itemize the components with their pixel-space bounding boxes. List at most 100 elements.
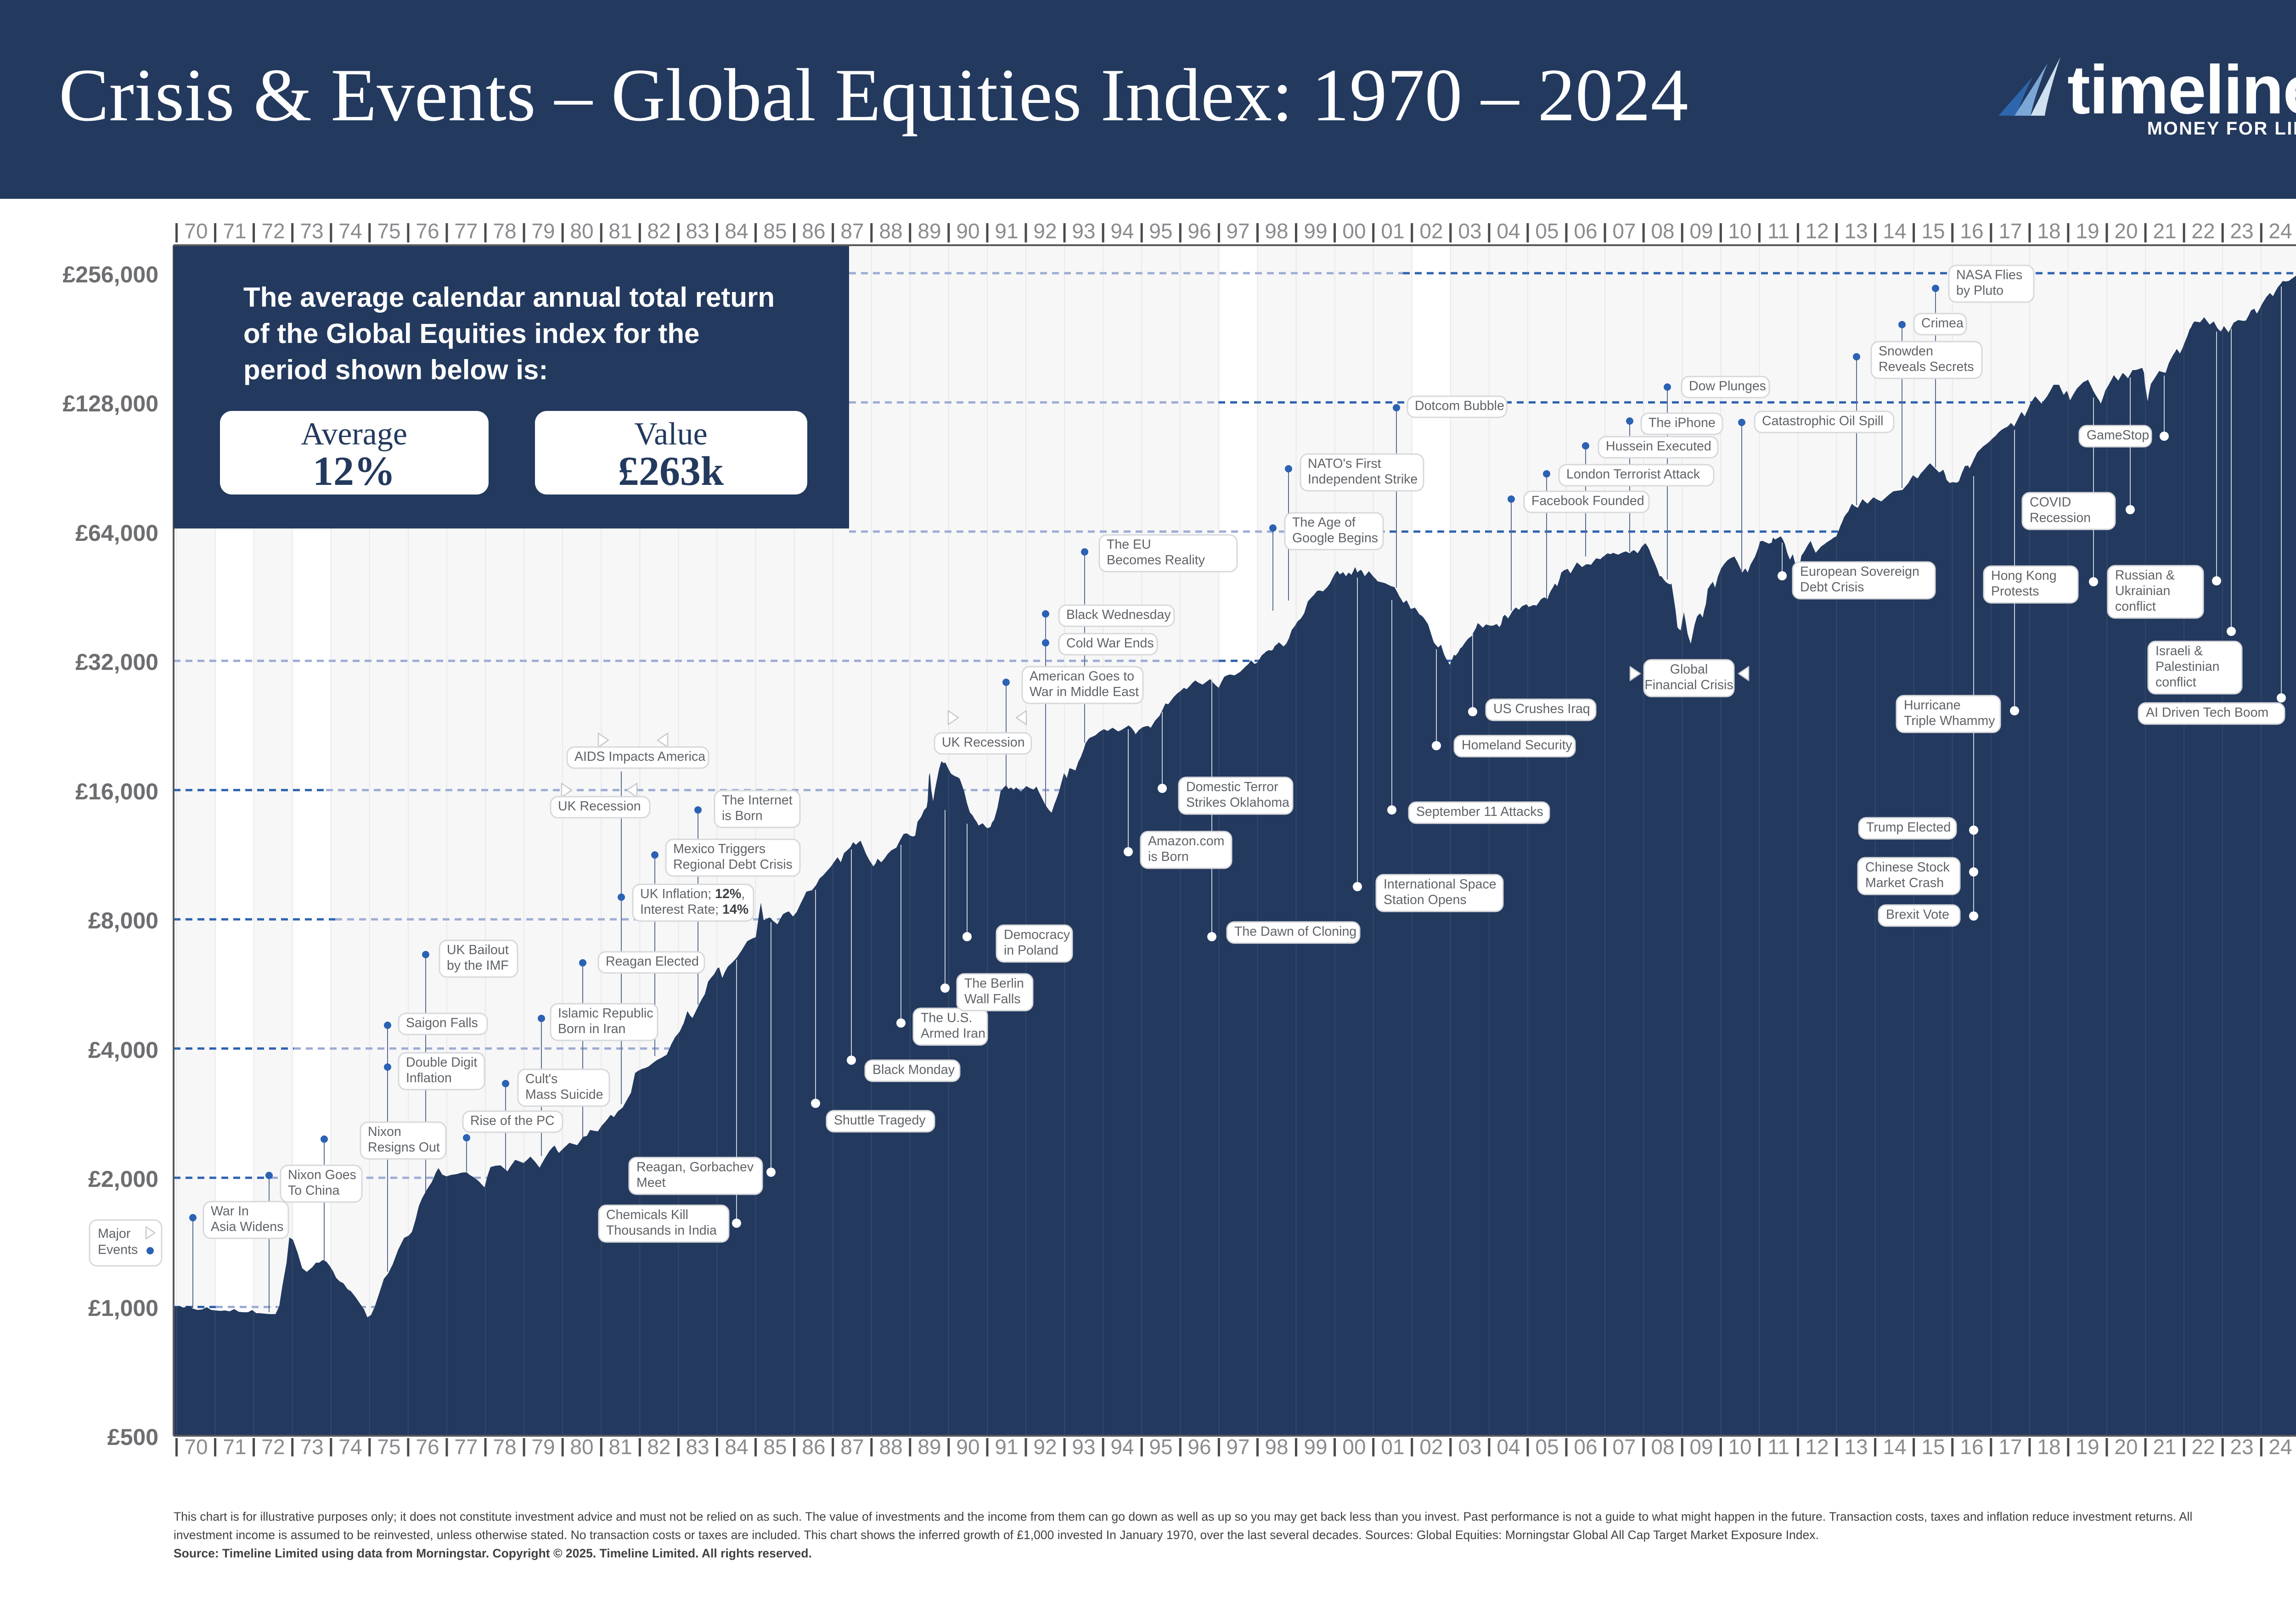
svg-text:£256,000: £256,000	[62, 262, 158, 287]
svg-text:70: 70	[184, 1435, 208, 1459]
svg-text:Amazon.com: Amazon.com	[1148, 834, 1224, 849]
svg-text:Market Crash: Market Crash	[1865, 876, 1944, 890]
svg-text:02: 02	[1419, 219, 1443, 243]
svg-text:UK Bailout: UK Bailout	[447, 943, 509, 957]
svg-text:Debt Crisis: Debt Crisis	[1800, 580, 1864, 595]
svg-text:£263k: £263k	[618, 449, 724, 494]
svg-text:To China: To China	[288, 1183, 340, 1198]
svg-text:87: 87	[840, 219, 864, 243]
svg-text:74: 74	[338, 1435, 362, 1459]
svg-text:Catastrophic Oil Spill: Catastrophic Oil Spill	[1762, 414, 1884, 428]
svg-text:£2,000: £2,000	[88, 1166, 158, 1192]
svg-text:Dotcom Bubble: Dotcom Bubble	[1415, 399, 1504, 413]
svg-text:90: 90	[956, 1435, 979, 1459]
svg-text:01: 01	[1381, 1435, 1404, 1459]
svg-text:Homeland Security: Homeland Security	[1462, 738, 1573, 753]
svg-text:07: 07	[1612, 219, 1636, 243]
svg-text:Crisis & Events – Global Equit: Crisis & Events – Global Equities Index:…	[59, 54, 1688, 137]
svg-text:Reagan, Gorbachev: Reagan, Gorbachev	[636, 1160, 754, 1175]
svg-text:The Berlin: The Berlin	[964, 976, 1024, 991]
svg-text:06: 06	[1574, 1435, 1597, 1459]
svg-text:Russian &: Russian &	[2115, 568, 2175, 583]
svg-text:The Internet: The Internet	[722, 793, 793, 808]
svg-text:07: 07	[1612, 1435, 1636, 1459]
svg-text:£500: £500	[107, 1424, 158, 1450]
svg-text:Major: Major	[98, 1226, 131, 1241]
svg-text:03: 03	[1458, 1435, 1481, 1459]
svg-text:24: 24	[2268, 219, 2292, 243]
svg-text:05: 05	[1535, 1435, 1559, 1459]
svg-text:Source: Timeline Limited using: Source: Timeline Limited using data from…	[174, 1546, 812, 1560]
svg-text:14: 14	[1883, 219, 1906, 243]
svg-text:08: 08	[1651, 1435, 1674, 1459]
svg-text:05: 05	[1535, 219, 1559, 243]
svg-text:91: 91	[995, 219, 1018, 243]
svg-text:War in Middle East: War in Middle East	[1030, 685, 1139, 699]
svg-text:79: 79	[531, 219, 555, 243]
svg-text:95: 95	[1149, 219, 1172, 243]
svg-text:96: 96	[1187, 1435, 1211, 1459]
svg-text:20: 20	[2114, 219, 2138, 243]
svg-text:09: 09	[1689, 1435, 1713, 1459]
svg-text:14: 14	[1883, 1435, 1906, 1459]
svg-text:Mexico Triggers: Mexico Triggers	[673, 842, 765, 856]
svg-text:Regional Debt Crisis: Regional Debt Crisis	[673, 857, 793, 872]
svg-text:84: 84	[725, 219, 748, 243]
svg-text:by Pluto: by Pluto	[1956, 283, 2003, 298]
svg-text:89: 89	[917, 219, 941, 243]
svg-text:06: 06	[1574, 219, 1597, 243]
svg-text:16: 16	[1960, 1435, 1983, 1459]
svg-text:Strikes Oklahoma: Strikes Oklahoma	[1186, 795, 1289, 810]
svg-text:Hussein Executed: Hussein Executed	[1606, 439, 1711, 454]
svg-text:Ukrainian: Ukrainian	[2115, 584, 2170, 598]
svg-text:15: 15	[1921, 219, 1945, 243]
svg-text:The Age of: The Age of	[1292, 515, 1356, 530]
svg-text:NASA Flies: NASA Flies	[1956, 268, 2022, 282]
svg-text:98: 98	[1265, 1435, 1288, 1459]
svg-text:23: 23	[2230, 219, 2253, 243]
svg-text:Independent Strike: Independent Strike	[1308, 472, 1418, 487]
svg-text:83: 83	[686, 219, 709, 243]
svg-text:Born in Iran: Born in Iran	[558, 1022, 625, 1036]
svg-text:Islamic Republic: Islamic Republic	[558, 1006, 653, 1021]
svg-text:94: 94	[1110, 219, 1134, 243]
svg-text:Democracy: Democracy	[1004, 927, 1070, 942]
svg-text:20: 20	[2114, 1435, 2138, 1459]
svg-text:Hong Kong: Hong Kong	[1991, 568, 2057, 583]
svg-text:02: 02	[1419, 1435, 1443, 1459]
svg-text:MONEY FOR LIFE: MONEY FOR LIFE	[2147, 118, 2296, 139]
svg-text:This chart is for illustrative: This chart is for illustrative purposes …	[174, 1510, 2192, 1523]
svg-text:93: 93	[1072, 1435, 1095, 1459]
svg-text:AI Driven Tech Boom: AI Driven Tech Boom	[2146, 705, 2268, 720]
svg-text:War In: War In	[211, 1204, 249, 1219]
svg-text:24: 24	[2268, 1435, 2292, 1459]
svg-text:Resigns Out: Resigns Out	[368, 1140, 440, 1155]
svg-text:Triple Whammy: Triple Whammy	[1904, 714, 1995, 728]
svg-text:GameStop: GameStop	[2087, 428, 2149, 443]
svg-text:September 11 Attacks: September 11 Attacks	[1416, 804, 1543, 819]
svg-text:US Crushes Iraq: US Crushes Iraq	[1493, 702, 1590, 716]
svg-text:Cold War Ends: Cold War Ends	[1066, 636, 1154, 651]
svg-text:71: 71	[223, 1435, 246, 1459]
svg-text:21: 21	[2153, 219, 2176, 243]
svg-text:International Space: International Space	[1384, 877, 1497, 892]
svg-text:92: 92	[1033, 1435, 1057, 1459]
svg-text:84: 84	[725, 1435, 748, 1459]
svg-text:£16,000: £16,000	[75, 779, 158, 804]
svg-text:22: 22	[2191, 219, 2215, 243]
svg-text:13: 13	[1844, 1435, 1868, 1459]
svg-text:Google Begins: Google Begins	[1292, 531, 1378, 545]
svg-text:17: 17	[1998, 1435, 2022, 1459]
svg-text:82: 82	[647, 1435, 670, 1459]
svg-text:70: 70	[184, 219, 208, 243]
svg-text:European Sovereign: European Sovereign	[1800, 564, 1919, 579]
svg-text:77: 77	[454, 219, 478, 243]
svg-text:Reveals Secrets: Reveals Secrets	[1879, 360, 1974, 374]
svg-text:investment income is assumed t: investment income is assumed to be reinv…	[174, 1528, 1819, 1542]
svg-text:Cult's: Cult's	[525, 1072, 557, 1086]
svg-text:17: 17	[1998, 219, 2022, 243]
svg-text:COVID: COVID	[2030, 495, 2071, 510]
svg-text:Station Opens: Station Opens	[1384, 893, 1467, 907]
svg-text:90: 90	[956, 219, 979, 243]
svg-text:15: 15	[1921, 1435, 1945, 1459]
